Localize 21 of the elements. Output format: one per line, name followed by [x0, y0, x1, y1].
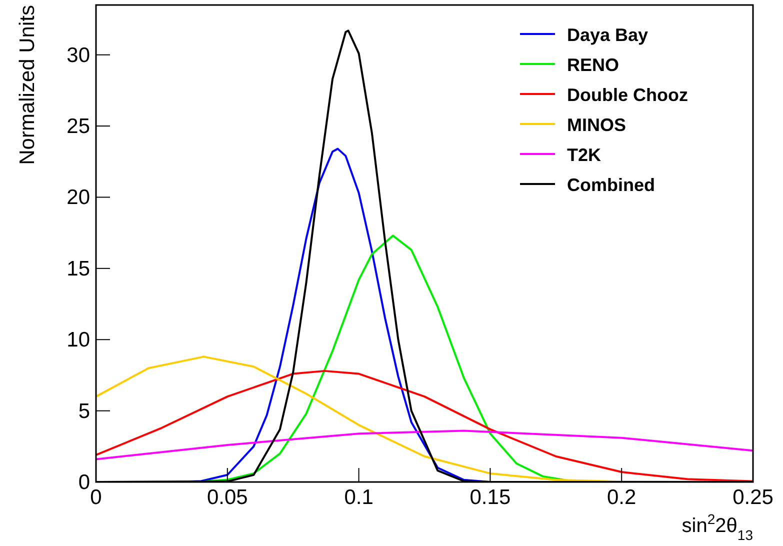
y-tick-label: 25 — [66, 115, 90, 138]
x-tick-label: 0.15 — [470, 486, 511, 509]
x-tick-label: 0.1 — [344, 486, 374, 509]
x-tick-label: 0.2 — [607, 486, 636, 509]
line-series — [96, 430, 753, 460]
y-axis-title: Normalized Units — [16, 5, 39, 165]
x-tick-label: 0.05 — [206, 486, 248, 509]
y-tick-label: 5 — [78, 400, 90, 423]
legend-label: MINOS — [567, 115, 626, 135]
y-tick-label: 10 — [66, 328, 90, 352]
legend-label: Daya Bay — [567, 25, 648, 45]
y-tick-label: 0 — [78, 471, 90, 494]
y-tick-label: 15 — [66, 257, 90, 280]
x-axis-title: sin$^{2}$2θ$_{13}$ — [682, 511, 754, 543]
legend-label: RENO — [567, 55, 620, 75]
x-tick-label: 0.25 — [732, 486, 774, 509]
legend-label: Combined — [567, 175, 655, 195]
y-tick-label: 30 — [66, 44, 90, 67]
legend-label: T2K — [567, 145, 602, 165]
y-tick-label: 20 — [66, 186, 90, 210]
legend-label: Double Chooz — [567, 85, 688, 105]
